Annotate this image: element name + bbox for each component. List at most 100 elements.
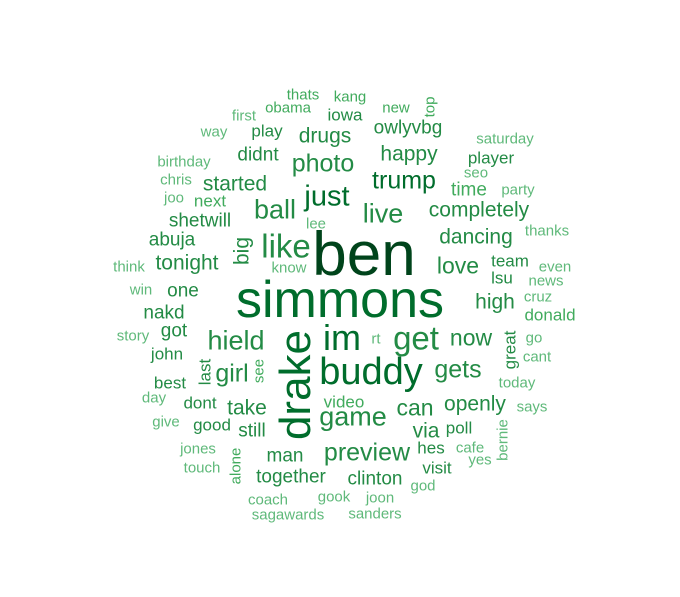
word-love: love — [436, 252, 480, 279]
word-cruz: cruz — [523, 288, 553, 306]
word-lsu: lsu — [491, 268, 513, 288]
word-win: win — [129, 281, 153, 299]
word-get: get — [393, 319, 439, 357]
word-news: news — [528, 272, 564, 290]
word-owlyvbg: owlyvbg — [373, 117, 443, 139]
word-think: think — [113, 258, 145, 276]
word-player: player — [467, 148, 515, 168]
word-now: now — [449, 324, 493, 351]
word-cafe: cafe — [455, 439, 485, 457]
word-obama: obama — [265, 99, 311, 117]
word-today: today — [498, 374, 536, 392]
word-gook: gook — [317, 488, 351, 506]
word-ball: ball — [253, 194, 297, 225]
word-hes: hes — [417, 438, 445, 458]
word-first: first — [231, 107, 257, 125]
word-drake: drake — [271, 329, 320, 441]
word-chris: chris — [160, 171, 192, 189]
word-didnt: didnt — [237, 144, 279, 166]
word-hield: hield — [207, 325, 265, 356]
word-jones: jones — [180, 440, 216, 458]
word-donald: donald — [524, 305, 576, 325]
word-saturday: saturday — [476, 130, 534, 148]
word-says: says — [516, 398, 548, 416]
word-iowa: iowa — [327, 105, 363, 125]
word-buddy: buddy — [319, 351, 423, 393]
word-still: still — [238, 420, 266, 442]
word-nakd: nakd — [143, 302, 185, 324]
word-god: god — [410, 477, 436, 495]
word-simmons: simmons — [235, 271, 445, 329]
word-touch: touch — [183, 459, 221, 477]
word-visit: visit — [422, 458, 452, 478]
word-started: started — [202, 172, 268, 196]
word-via: via — [412, 419, 440, 443]
word-tonight: tonight — [155, 251, 219, 275]
word-good: good — [193, 415, 231, 435]
word-time: time — [451, 179, 487, 201]
word-seo: seo — [463, 164, 489, 182]
word-take: take — [227, 396, 267, 420]
word-story: story — [116, 327, 150, 345]
word-like: like — [261, 227, 311, 265]
word-girl: girl — [215, 359, 249, 388]
word-john: john — [150, 344, 184, 364]
word-day: day — [141, 389, 167, 407]
word-game: game — [319, 401, 387, 432]
word-party: party — [501, 181, 535, 199]
word-ben: ben — [312, 220, 416, 289]
word-cant: cant — [522, 348, 552, 366]
word-big: big — [230, 236, 254, 266]
word-man: man — [266, 445, 304, 467]
word-lee: lee — [305, 215, 327, 233]
word-coach: coach — [247, 491, 289, 509]
word-even: even — [538, 258, 572, 276]
word-dancing: dancing — [439, 225, 513, 249]
word-happy: happy — [380, 142, 438, 166]
word-joon: joon — [365, 489, 395, 507]
word-one: one — [167, 280, 199, 302]
word-shetwill: shetwill — [168, 210, 232, 232]
word-photo: photo — [291, 149, 355, 178]
word-see: see — [250, 358, 268, 384]
word-birthday: birthday — [157, 153, 211, 171]
word-sanders: sanders — [348, 505, 402, 523]
word-live: live — [362, 198, 404, 229]
word-poll: poll — [445, 418, 473, 438]
word-way: way — [200, 123, 228, 141]
word-thats: thats — [286, 86, 320, 104]
word-completely: completely — [428, 198, 530, 222]
word-play: play — [251, 121, 283, 141]
word-gets: gets — [434, 355, 482, 384]
word-next: next — [193, 191, 227, 211]
word-clinton: clinton — [347, 468, 403, 490]
word-go: go — [525, 329, 543, 347]
word-abuja: abuja — [148, 229, 196, 251]
word-got: got — [160, 320, 188, 342]
word-last: last — [195, 358, 215, 386]
word-preview: preview — [323, 438, 411, 467]
word-give: give — [152, 413, 180, 431]
word-together: together — [256, 466, 326, 488]
word-yes: yes — [468, 451, 492, 469]
word-new: new — [382, 99, 410, 117]
word-just: just — [304, 180, 350, 213]
word-best: best — [153, 373, 187, 393]
word-alone: alone — [227, 447, 245, 485]
word-trump: trump — [372, 166, 436, 195]
word-im: im — [323, 317, 361, 358]
word-drugs: drugs — [298, 124, 352, 148]
word-sagawards: sagawards — [251, 506, 325, 524]
word-thanks: thanks — [524, 222, 570, 240]
word-openly: openly — [444, 392, 506, 416]
word-top: top — [421, 96, 439, 118]
word-video: video — [323, 392, 365, 412]
word-team: team — [491, 251, 529, 271]
word-high: high — [475, 290, 515, 314]
word-kang: kang — [333, 88, 367, 106]
word-joo: joo — [163, 189, 185, 207]
word-rt: rt — [371, 330, 381, 348]
word-dont: dont — [183, 393, 217, 413]
word-know: know — [271, 259, 307, 277]
